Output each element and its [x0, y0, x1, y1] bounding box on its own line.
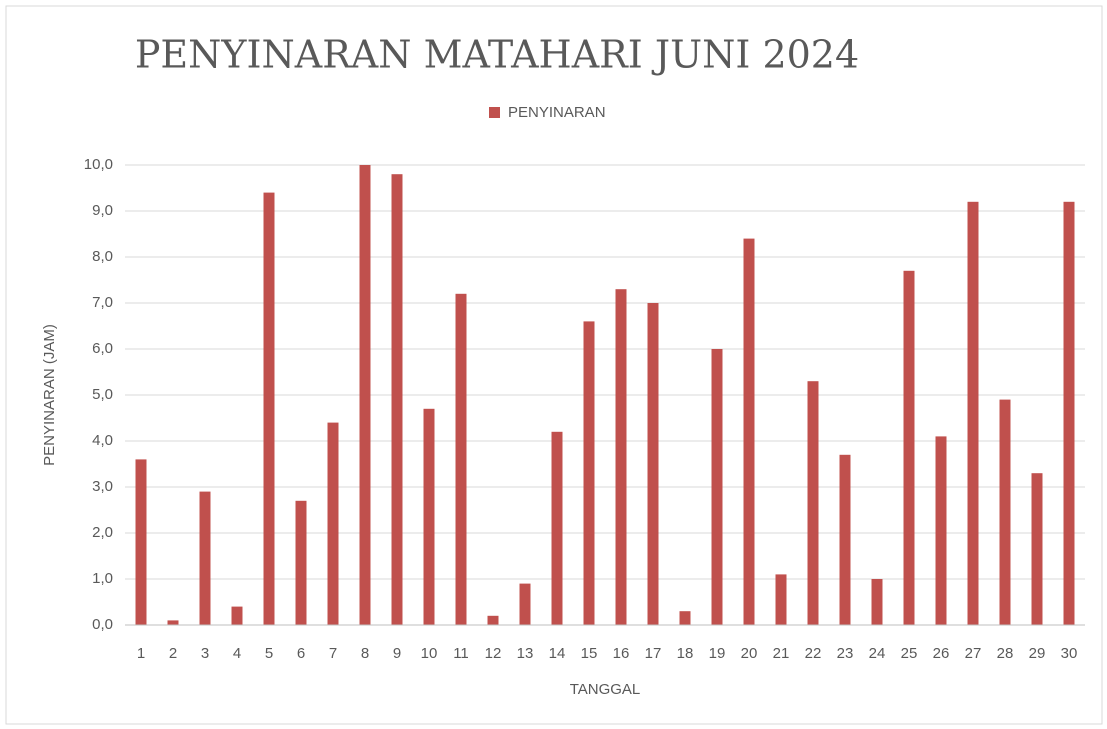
x-tick-label: 2 [169, 645, 177, 662]
x-tick-label: 20 [741, 645, 758, 662]
bar [1031, 473, 1043, 625]
bar [391, 174, 403, 625]
bar [1063, 201, 1075, 626]
x-tick-label: 6 [297, 645, 305, 662]
x-tick-label: 22 [805, 645, 822, 662]
x-tick-label: 11 [453, 645, 469, 662]
x-tick-label: 14 [549, 645, 566, 662]
x-tick-label: 9 [393, 645, 401, 662]
bar [455, 293, 467, 625]
bar [807, 381, 819, 625]
x-tick-label: 16 [613, 645, 630, 662]
bar [967, 201, 979, 626]
x-tick-label: 5 [265, 645, 273, 662]
y-tick-label: 5,0 [92, 386, 113, 403]
bar [327, 422, 339, 625]
bar [871, 579, 883, 625]
x-tick-label: 10 [421, 645, 438, 662]
bar [487, 615, 499, 625]
x-tick-label: 15 [581, 645, 598, 662]
y-tick-label: 2,0 [92, 524, 113, 541]
x-tick-label: 25 [901, 645, 918, 662]
y-tick-label: 9,0 [92, 202, 113, 219]
y-tick-label: 8,0 [92, 248, 113, 265]
y-tick-label: 4,0 [92, 432, 113, 449]
x-tick-label: 28 [997, 645, 1014, 662]
x-axis-label: TANGGAL [570, 681, 641, 698]
bar [615, 289, 627, 625]
chart-title: PENYINARAN MATAHARI JUNI 2024 [135, 33, 859, 77]
bar [583, 321, 595, 625]
bar [231, 606, 243, 625]
bar [167, 620, 179, 625]
legend-label: PENYINARAN [508, 104, 606, 121]
bar [423, 408, 435, 625]
x-tick-label: 3 [201, 645, 209, 662]
x-tick-label: 23 [837, 645, 854, 662]
bar [903, 270, 915, 625]
bar [935, 436, 947, 625]
bar [135, 459, 147, 625]
x-tick-label: 8 [361, 645, 369, 662]
x-tick-label: 12 [485, 645, 502, 662]
x-tick-label: 27 [965, 645, 982, 662]
x-tick-label: 30 [1061, 645, 1078, 662]
x-tick-label: 24 [869, 645, 886, 662]
y-tick-label: 6,0 [92, 340, 113, 357]
bar [359, 165, 371, 625]
x-tick-label: 18 [677, 645, 694, 662]
y-tick-label: 1,0 [92, 570, 113, 587]
bar [647, 303, 659, 625]
bar [295, 500, 307, 625]
bar [711, 349, 723, 625]
bar [999, 399, 1011, 625]
legend-swatch [489, 107, 500, 118]
bar [679, 611, 691, 625]
y-tick-label: 3,0 [92, 478, 113, 495]
x-tick-label: 26 [933, 645, 950, 662]
x-tick-label: 1 [137, 645, 145, 662]
x-tick-label: 21 [773, 645, 790, 662]
y-tick-label: 10,0 [84, 156, 113, 173]
x-tick-label: 4 [233, 645, 241, 662]
bar [743, 238, 755, 625]
bar [839, 454, 851, 625]
x-tick-label: 13 [517, 645, 534, 662]
x-tick-label: 7 [329, 645, 337, 662]
bar [551, 431, 563, 625]
bar [775, 574, 787, 625]
x-tick-label: 19 [709, 645, 726, 662]
bar [199, 491, 211, 625]
bar [263, 192, 275, 625]
x-tick-label: 17 [645, 645, 662, 662]
y-tick-label: 7,0 [92, 294, 113, 311]
bar [519, 583, 531, 625]
y-axis-label: PENYINARAN (JAM) [41, 324, 58, 466]
x-tick-label: 29 [1029, 645, 1046, 662]
y-tick-label: 0,0 [92, 616, 113, 633]
